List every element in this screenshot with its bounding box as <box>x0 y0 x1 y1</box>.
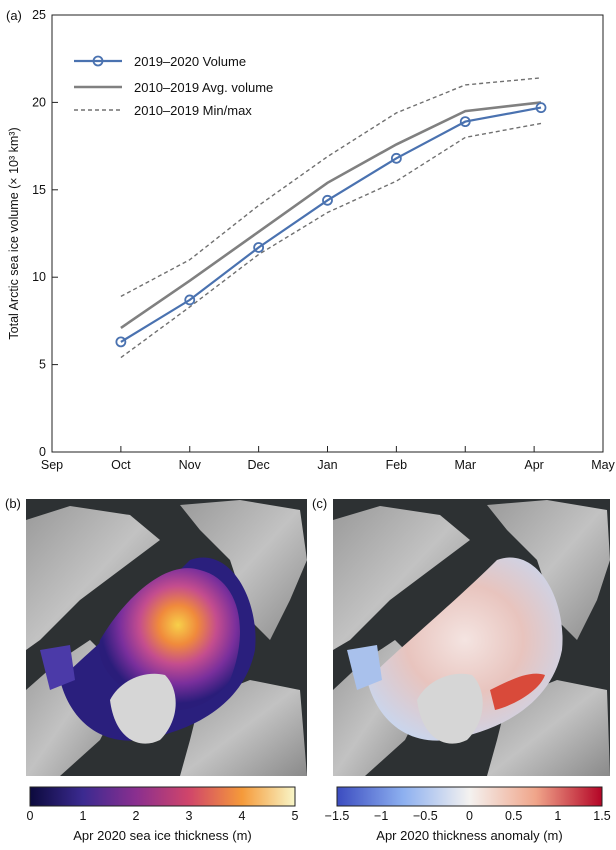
colorbar-tick-label: 0.5 <box>504 809 523 823</box>
legend-marker <box>92 55 104 67</box>
data-point <box>459 116 471 128</box>
data-point <box>115 336 127 348</box>
colorbar-tick-label: 2 <box>132 809 140 823</box>
thickness-colorbar <box>29 786 296 807</box>
colorbar-tick-label: −0.5 <box>412 809 438 823</box>
colorbar-tick-label: 3 <box>185 809 193 823</box>
anomaly-colorbar <box>336 786 603 807</box>
y-tick-label: 5 <box>39 358 46 372</box>
map-c <box>333 499 610 776</box>
x-tick-label: Jan <box>317 458 337 472</box>
y-tick-label: 10 <box>32 270 46 284</box>
y-tick-label: 20 <box>32 95 46 109</box>
y-tick-label: 15 <box>32 183 46 197</box>
series-line <box>120 106 542 343</box>
data-point <box>253 242 265 253</box>
legend-entry: 2010–2019 Min/max <box>134 103 252 118</box>
series-line <box>120 101 542 329</box>
colorbar-tick-label: 5 <box>291 809 299 823</box>
colorbar-tick-label: 1.5 <box>593 809 611 823</box>
x-tick-label: Sep <box>41 458 63 472</box>
colorbar-tick-label: −1.5 <box>324 809 350 823</box>
panel-label-c: (c) <box>312 496 328 511</box>
y-axis-label: Total Arctic sea ice volume (× 10³ km³) <box>7 127 21 339</box>
anomaly-colorbar-label: Apr 2020 thickness anomaly (m) <box>376 828 563 843</box>
panel-label-a: (a) <box>6 8 22 23</box>
data-point <box>535 102 547 114</box>
series-line <box>120 77 542 298</box>
colorbar-tick-label: 0 <box>26 809 34 823</box>
colorbar-tick-label: 4 <box>238 809 246 823</box>
colorbar-tick-label: 1 <box>554 809 562 823</box>
colorbar-tick-label: 0 <box>466 809 473 823</box>
data-point <box>390 152 402 164</box>
x-tick-label: May <box>591 458 615 472</box>
map-b <box>26 499 307 776</box>
x-tick-label: Apr <box>524 458 543 472</box>
x-tick-label: Dec <box>248 458 270 472</box>
panel-label-b: (b) <box>5 496 21 511</box>
x-tick-label: Feb <box>386 458 408 472</box>
x-tick-label: Mar <box>454 458 476 472</box>
legend-entry: 2019–2020 Volume <box>134 54 246 69</box>
x-tick-label: Oct <box>111 458 131 472</box>
colorbar-tick-label: −1 <box>374 809 389 823</box>
thickness-colorbar-label: Apr 2020 sea ice thickness (m) <box>73 828 252 843</box>
legend-entry: 2010–2019 Avg. volume <box>134 80 273 95</box>
series-line <box>120 122 542 359</box>
data-point <box>322 194 333 206</box>
colorbar-tick-label: 1 <box>79 809 87 823</box>
volume-line-chart: 0 5 10 15 20 25 Sep Oct Nov Dec Jan Feb Mar Apr May Tot… <box>7 8 616 472</box>
data-point <box>184 294 196 306</box>
y-tick-label: 0 <box>39 445 46 459</box>
x-tick-label: Nov <box>179 458 202 472</box>
y-tick-label: 25 <box>32 8 46 22</box>
